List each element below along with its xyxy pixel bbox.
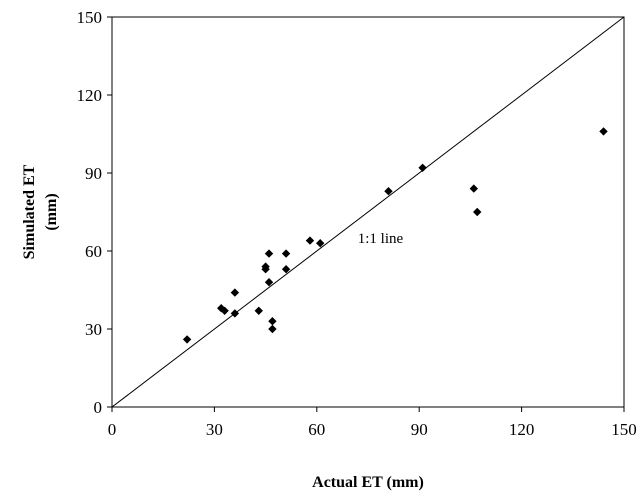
y-tick-label: 0 <box>94 398 103 417</box>
y-axis-title: Simulated ET (mm) <box>21 164 60 259</box>
axis-ticks: 0 30 60 90 120 150 0 30 60 90 120 150 <box>77 8 637 439</box>
data-point-9 <box>264 249 274 258</box>
data-point-20 <box>473 207 482 217</box>
x-tick-label: 60 <box>308 420 325 439</box>
data-point-21 <box>599 127 608 136</box>
data-point-17 <box>384 187 393 196</box>
x-tick-label: 90 <box>411 420 428 439</box>
x-tick-label: 150 <box>611 420 637 439</box>
x-tick-label: 120 <box>509 420 535 439</box>
reference-line-label: 1:1 line <box>358 231 404 247</box>
y-axis-title-line: Simulated ET <box>21 164 38 259</box>
y-tick-label: 90 <box>85 164 102 183</box>
y-axis-title-group: Simulated ET (mm) <box>21 164 60 259</box>
data-point-8 <box>261 265 270 274</box>
data-point-11 <box>268 317 277 326</box>
data-point-15 <box>305 236 315 245</box>
data-point-19 <box>469 184 479 193</box>
one-to-one-line <box>111 16 625 408</box>
data-point-3 <box>220 306 229 315</box>
data-points <box>182 127 608 344</box>
y-tick-label: 150 <box>77 8 103 27</box>
data-point-5 <box>230 309 240 318</box>
y-tick-label: 60 <box>85 242 102 261</box>
data-point-13 <box>281 249 291 258</box>
x-axis-title: Actual ET (mm) <box>312 474 424 491</box>
x-tick-label: 30 <box>206 420 223 439</box>
data-point-18 <box>418 163 427 172</box>
y-axis-title-line: (mm) <box>43 193 60 230</box>
data-point-10 <box>264 278 274 287</box>
x-tick-label: 0 <box>108 420 117 439</box>
data-point-4 <box>230 288 240 297</box>
data-point-14 <box>281 265 291 274</box>
data-point-6 <box>254 306 263 315</box>
reference-line-group <box>111 16 625 408</box>
data-point-1 <box>182 335 192 344</box>
data-point-16 <box>316 239 325 248</box>
y-tick-label: 120 <box>77 86 103 105</box>
y-tick-label: 30 <box>85 320 102 339</box>
data-point-12 <box>268 324 277 334</box>
